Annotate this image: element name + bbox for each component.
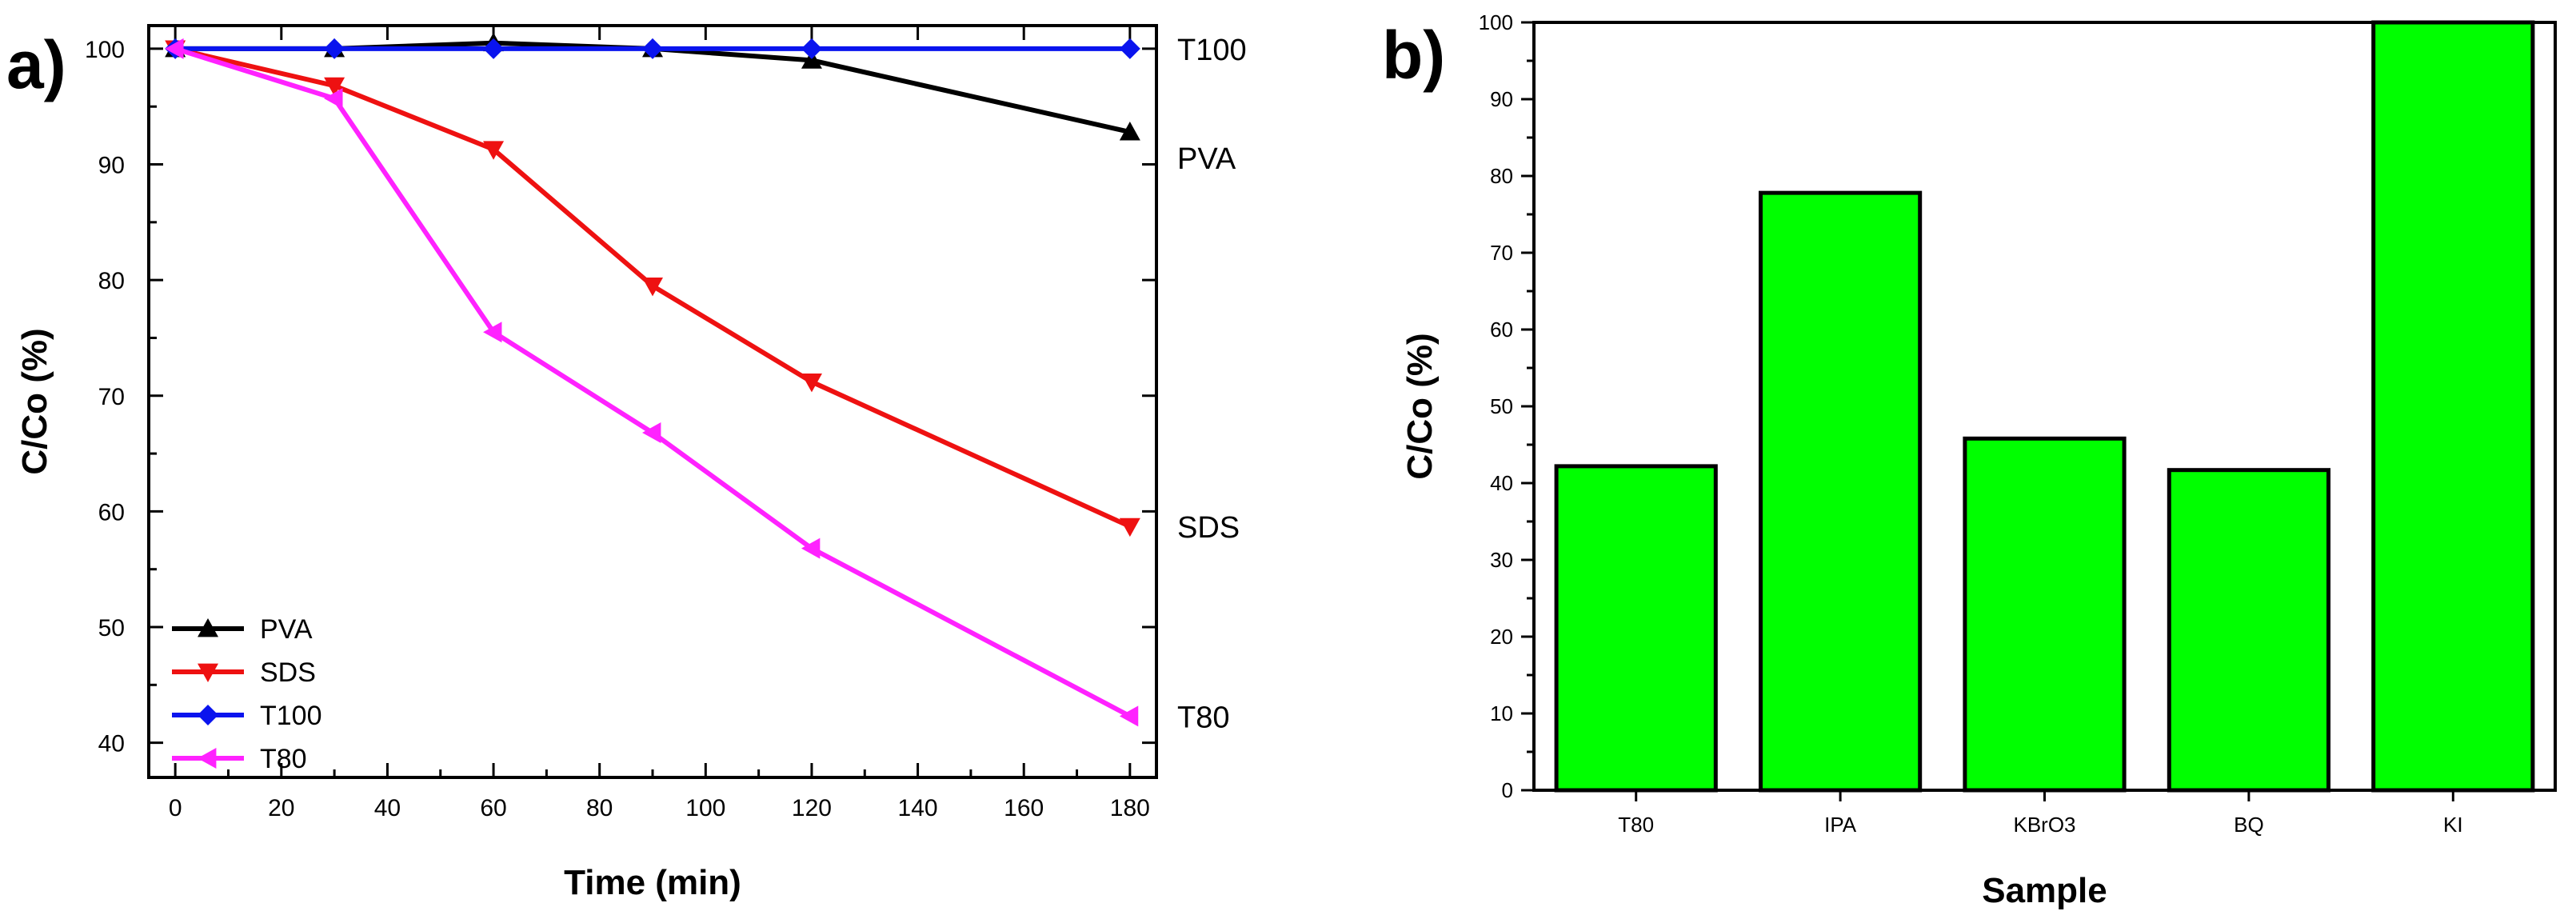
legend-marker-t100 <box>198 705 218 725</box>
y-tick-label: 40 <box>1490 471 1513 495</box>
data-point-sds <box>642 277 663 297</box>
panel-a-legend: PVA SDS T100 T80 <box>172 614 322 774</box>
y-tick-label: 100 <box>1479 10 1513 34</box>
x-tick-label: IPA <box>1824 813 1857 837</box>
panel-a-series: PVA SDS T100 T80 <box>165 32 1247 734</box>
legend-label-pva: PVA <box>260 614 313 645</box>
data-point-sds <box>801 374 822 393</box>
series-line-sds <box>174 46 1132 529</box>
y-tick-label: 50 <box>1490 394 1513 418</box>
panel-b-y-axis-title: C/Co (%) <box>1400 333 1440 479</box>
panel-a-ticks: 0 20 40 60 80 100 120 140 160 180 40 50 60 70 80 90 100 <box>85 26 1156 821</box>
end-label-t80: T80 <box>1177 701 1229 734</box>
panel-a-x-axis-title: Time (min) <box>564 863 741 902</box>
panel-b-bars <box>1554 20 2535 793</box>
data-point-t100 <box>642 38 663 59</box>
series-sds: SDS <box>165 40 1240 545</box>
data-point-pva <box>801 50 822 69</box>
data-point-t80 <box>324 88 343 110</box>
panel-b-letter: b) <box>1382 18 1445 93</box>
legend-marker-sds <box>198 663 218 682</box>
x-tick-label: KI <box>2443 813 2463 837</box>
data-point-t80 <box>483 322 502 343</box>
data-point-t80 <box>642 422 661 444</box>
legend-marker-pva <box>198 618 218 637</box>
legend-marker-t80 <box>198 748 217 769</box>
x-tick-label: 60 <box>480 795 506 821</box>
x-tick-label: 100 <box>685 795 725 821</box>
data-point-t100 <box>324 38 345 59</box>
x-tick-label: BQ <box>2234 813 2264 837</box>
end-label-sds: SDS <box>1177 511 1240 545</box>
data-point-sds <box>1119 517 1140 537</box>
y-tick-label: 60 <box>1490 318 1513 342</box>
bar-bq <box>2167 468 2331 793</box>
data-point-t100 <box>483 38 505 59</box>
series-t80: T80 <box>165 38 1229 734</box>
series-t100: T100 <box>165 34 1247 67</box>
data-point-sds <box>324 77 345 97</box>
y-tick-label: 70 <box>1490 241 1513 265</box>
y-tick-label: 90 <box>98 153 125 179</box>
x-tick-label: 20 <box>268 795 294 821</box>
panel-b-ticks: T80 IPA KBrO3 BQ KI 0 10 20 30 40 50 60 70 80 90 100 <box>1479 10 2463 837</box>
y-tick-label: 0 <box>1502 778 1513 802</box>
bar-t80 <box>1554 464 1718 793</box>
x-tick-label: T80 <box>1618 813 1654 837</box>
legend-label-t100: T100 <box>260 701 322 731</box>
series-line-t80 <box>174 46 1132 719</box>
bar-ipa <box>1758 190 1923 793</box>
x-tick-label: 140 <box>898 795 938 821</box>
y-tick-label: 80 <box>1490 164 1513 188</box>
end-label-t100: T100 <box>1177 34 1247 67</box>
panel-a-y-axis-title: C/Co (%) <box>15 328 54 474</box>
x-tick-label: 120 <box>792 795 832 821</box>
panel-b-x-axis-title: Sample <box>1982 871 2107 910</box>
y-tick-label: 100 <box>85 37 125 63</box>
y-tick-label: 20 <box>1490 625 1513 649</box>
y-tick-label: 30 <box>1490 548 1513 572</box>
y-tick-label: 70 <box>98 384 125 410</box>
data-point-sds <box>483 141 505 160</box>
panel-b-bar-chart: b) T80 IPA KBrO3 BQ KI 0 10 20 30 40 50 60 70 80 90 100… <box>1382 10 2557 910</box>
bar-ki <box>2371 20 2535 793</box>
panel-a-line-chart: a) 0 20 40 60 80 100 120 140 160 180 40 50 60 70 80 90 1… <box>6 24 1247 902</box>
panel-a-letter: a) <box>6 27 66 102</box>
x-tick-label: 180 <box>1110 795 1150 821</box>
x-tick-label: 40 <box>374 795 401 821</box>
y-tick-label: 80 <box>98 268 125 294</box>
x-tick-label: 80 <box>586 795 613 821</box>
y-tick-label: 40 <box>98 731 125 757</box>
data-point-pva <box>1119 122 1140 141</box>
x-tick-label: 160 <box>1004 795 1044 821</box>
bar-kbro3 <box>1963 436 2127 793</box>
y-tick-label: 50 <box>98 615 125 641</box>
x-tick-label: KBrO3 <box>2013 813 2075 837</box>
series-pva: PVA <box>165 32 1236 176</box>
data-point-t80 <box>1119 705 1139 727</box>
data-point-t80 <box>801 537 821 559</box>
y-tick-label: 10 <box>1490 701 1513 725</box>
y-tick-label: 60 <box>98 499 125 525</box>
data-point-t100 <box>1119 38 1140 59</box>
end-label-pva: PVA <box>1177 142 1236 176</box>
y-tick-label: 90 <box>1490 87 1513 111</box>
data-point-t100 <box>801 38 822 59</box>
data-point-t80 <box>165 38 184 59</box>
x-tick-label: 0 <box>169 795 182 821</box>
legend-label-sds: SDS <box>260 657 316 688</box>
legend-label-t80: T80 <box>260 744 307 774</box>
